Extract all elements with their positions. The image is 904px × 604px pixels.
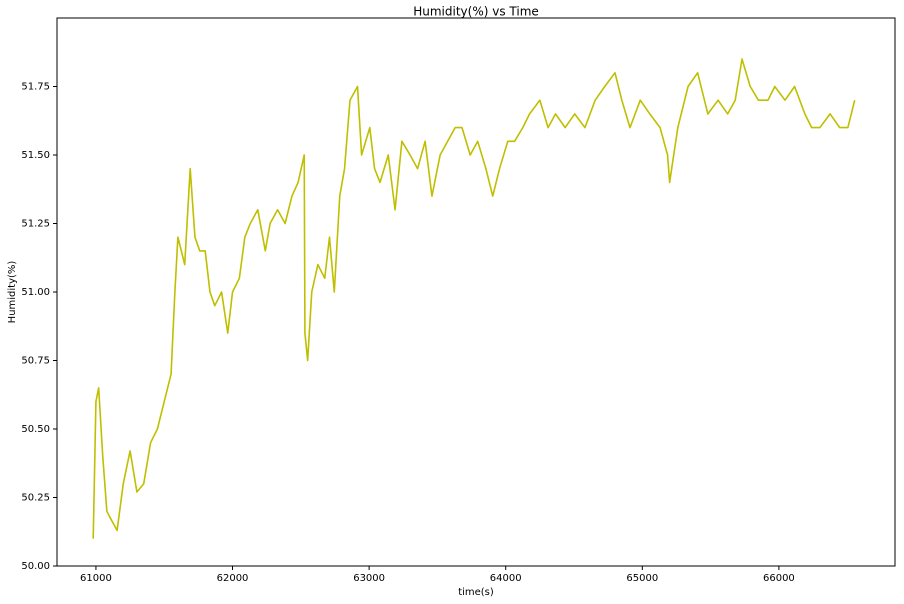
x-axis-title: time(s)	[458, 587, 494, 598]
data-line	[92, 58, 856, 539]
chart-title: Humidity(%) vs Time	[413, 5, 539, 19]
x-tick-label: 66000	[763, 573, 795, 584]
x-tick-label: 62000	[217, 573, 249, 584]
plot-frame	[56, 17, 896, 567]
y-tick-label: 51.00	[21, 287, 50, 298]
y-axis-title: Humidity(%)	[7, 261, 18, 324]
y-tick-label: 51.50	[21, 150, 50, 161]
y-tick-label: 50.50	[21, 424, 50, 435]
y-tick-label: 51.75	[21, 82, 50, 93]
y-tick-label: 51.25	[21, 219, 50, 230]
x-tick-label: 61000	[80, 573, 112, 584]
y-tick-label: 50.75	[21, 356, 50, 367]
x-tick-label: 65000	[626, 573, 658, 584]
x-tick-label: 64000	[490, 573, 522, 584]
y-tick-label: 50.00	[21, 561, 50, 572]
x-tick-label: 63000	[353, 573, 385, 584]
y-tick-label: 50.25	[21, 493, 50, 504]
